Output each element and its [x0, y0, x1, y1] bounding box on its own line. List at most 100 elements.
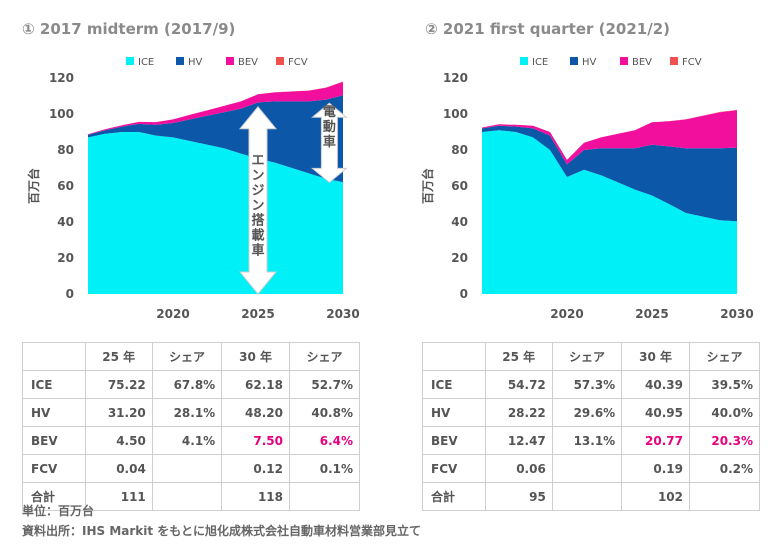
engine-vehicles-label-char: ン	[251, 198, 264, 213]
table-cell: 75.22	[84, 370, 153, 399]
legend-swatch-hv	[176, 57, 184, 65]
table-row-label: HV	[422, 398, 486, 427]
y-tick-label: 0	[460, 287, 468, 301]
x-tick-label: 2020	[156, 307, 189, 321]
table-cell: 0.06	[484, 454, 553, 483]
table-row: FCV 0.04 0.12 0.1%	[22, 454, 360, 483]
table-cell: 111	[84, 482, 153, 511]
y-tick-label: 120	[49, 71, 74, 85]
table-cell: 48.20	[221, 398, 290, 427]
table-cell: 40.95	[621, 398, 690, 427]
table-cell: 0.04	[84, 454, 153, 483]
table-row-label: ICE	[22, 370, 86, 399]
y-tick-label: 20	[57, 251, 74, 265]
legend-label-bev: BEV	[238, 57, 258, 68]
table-cell: 0.19	[621, 454, 690, 483]
table-row-label: 合計	[422, 482, 486, 511]
table-cell: 7.50	[221, 426, 290, 455]
table-cell	[289, 482, 360, 511]
table-cell: 0.12	[221, 454, 290, 483]
data-table-1: 25 年シェア 30 年シェア ICE 75.22 67.8% 62.18 52.7% HV 3…	[22, 342, 360, 511]
engine-vehicles-label-char: エ	[251, 153, 264, 168]
table-cell: 29.6%	[551, 398, 623, 427]
table-cell: 4.1%	[151, 426, 223, 455]
area-series-hv	[482, 125, 737, 222]
x-tick-label: 2030	[326, 307, 359, 321]
table-row-label: FCV	[422, 454, 486, 483]
x-tick-label: 2025	[241, 307, 274, 321]
y-axis-label: 百万台	[420, 168, 435, 204]
table-cell: 52.7%	[289, 370, 360, 399]
legend-label-fcv: FCV	[682, 57, 702, 68]
legend-label-ice: ICE	[532, 57, 548, 68]
electrified-vehicles-arrow	[311, 102, 348, 184]
table-header-row: 25 年シェア 30 年シェア	[22, 342, 360, 371]
area-series-bev	[88, 81, 343, 135]
y-tick-label: 80	[451, 143, 468, 157]
electrified-vehicles-label-char: 電	[323, 105, 336, 120]
table-row: HV 28.22 29.6% 40.95 40.0%	[422, 398, 760, 427]
table-cell: 67.8%	[151, 370, 223, 399]
table-cell: 57.3%	[551, 370, 623, 399]
y-tick-label: 60	[451, 179, 468, 193]
table-cell	[689, 482, 760, 511]
chart-2-title: ② 2021 first quarter (2021/2)	[425, 20, 671, 38]
table-cell: 0.1%	[289, 454, 360, 483]
source-note: 資料出所：IHS Markit をもとに旭化成株式会社自動車材料営業部見立て	[22, 524, 422, 538]
table-row-label: BEV	[22, 426, 86, 455]
table-cell	[151, 482, 223, 511]
table-header-cell	[22, 342, 86, 371]
area-series-bev	[482, 110, 737, 165]
table-cell	[551, 454, 623, 483]
table-cell: 95	[484, 482, 553, 511]
legend-swatch-hv	[570, 57, 578, 65]
table-row: BEV 12.47 13.1% 20.77 20.3%	[422, 426, 760, 455]
y-tick-label: 40	[451, 215, 468, 229]
engine-vehicles-label-char: 搭	[251, 212, 265, 228]
y-tick-label: 0	[66, 287, 74, 301]
legend-swatch-bev	[226, 57, 234, 65]
table-cell: 28.1%	[151, 398, 223, 427]
table-cell: 4.50	[84, 426, 153, 455]
y-tick-label: 120	[443, 71, 468, 85]
y-axis-label: 百万台	[26, 168, 41, 204]
engine-vehicles-arrow	[238, 106, 278, 295]
table-header-cell: 30 年	[221, 342, 290, 371]
legend-swatch-ice	[126, 57, 134, 65]
table-cell: 40.0%	[689, 398, 760, 427]
table-cell	[551, 482, 623, 511]
table-row: HV 31.20 28.1% 48.20 40.8%	[22, 398, 360, 427]
table-row: ICE 54.72 57.3% 40.39 39.5%	[422, 370, 760, 399]
table-header-cell: 25 年	[84, 342, 153, 371]
table-cell: 20.3%	[689, 426, 760, 455]
table-cell: 12.47	[484, 426, 553, 455]
table-cell: 62.18	[221, 370, 290, 399]
table-header-row: 25 年シェア 30 年シェア	[422, 342, 760, 371]
table-cell: 118	[221, 482, 290, 511]
table-cell: 31.20	[84, 398, 153, 427]
legend-swatch-ice	[520, 57, 528, 65]
x-tick-label: 2030	[720, 307, 753, 321]
table-row: 合計 95 102	[422, 482, 760, 511]
engine-vehicles-label-char: ン	[251, 168, 264, 183]
table-header-cell: シェア	[151, 342, 223, 371]
y-tick-label: 100	[443, 107, 468, 121]
table-header-cell	[422, 342, 486, 371]
table-cell	[151, 454, 223, 483]
table-row-label: BEV	[422, 426, 486, 455]
x-tick-label: 2020	[550, 307, 583, 321]
table-header-cell: 25 年	[484, 342, 553, 371]
legend-label-ice: ICE	[138, 57, 154, 68]
chart-1: ICE HV BEV FCV 0 20 40 60 80 100 120 2020 2025 2030 百万…	[26, 57, 360, 321]
legend-label-bev: BEV	[632, 57, 652, 68]
x-tick-label: 2025	[635, 307, 668, 321]
table-cell: 0.2%	[689, 454, 760, 483]
table-header-cell: シェア	[689, 342, 760, 371]
table-header-cell: シェア	[551, 342, 623, 371]
area-series-hv	[88, 95, 343, 183]
legend-label-hv: HV	[582, 57, 597, 68]
engine-vehicles-label-char: 車	[251, 242, 264, 258]
area-series-ice	[88, 132, 343, 294]
area-series-ice	[482, 130, 737, 294]
engine-vehicles-label-char: ジ	[251, 183, 264, 198]
